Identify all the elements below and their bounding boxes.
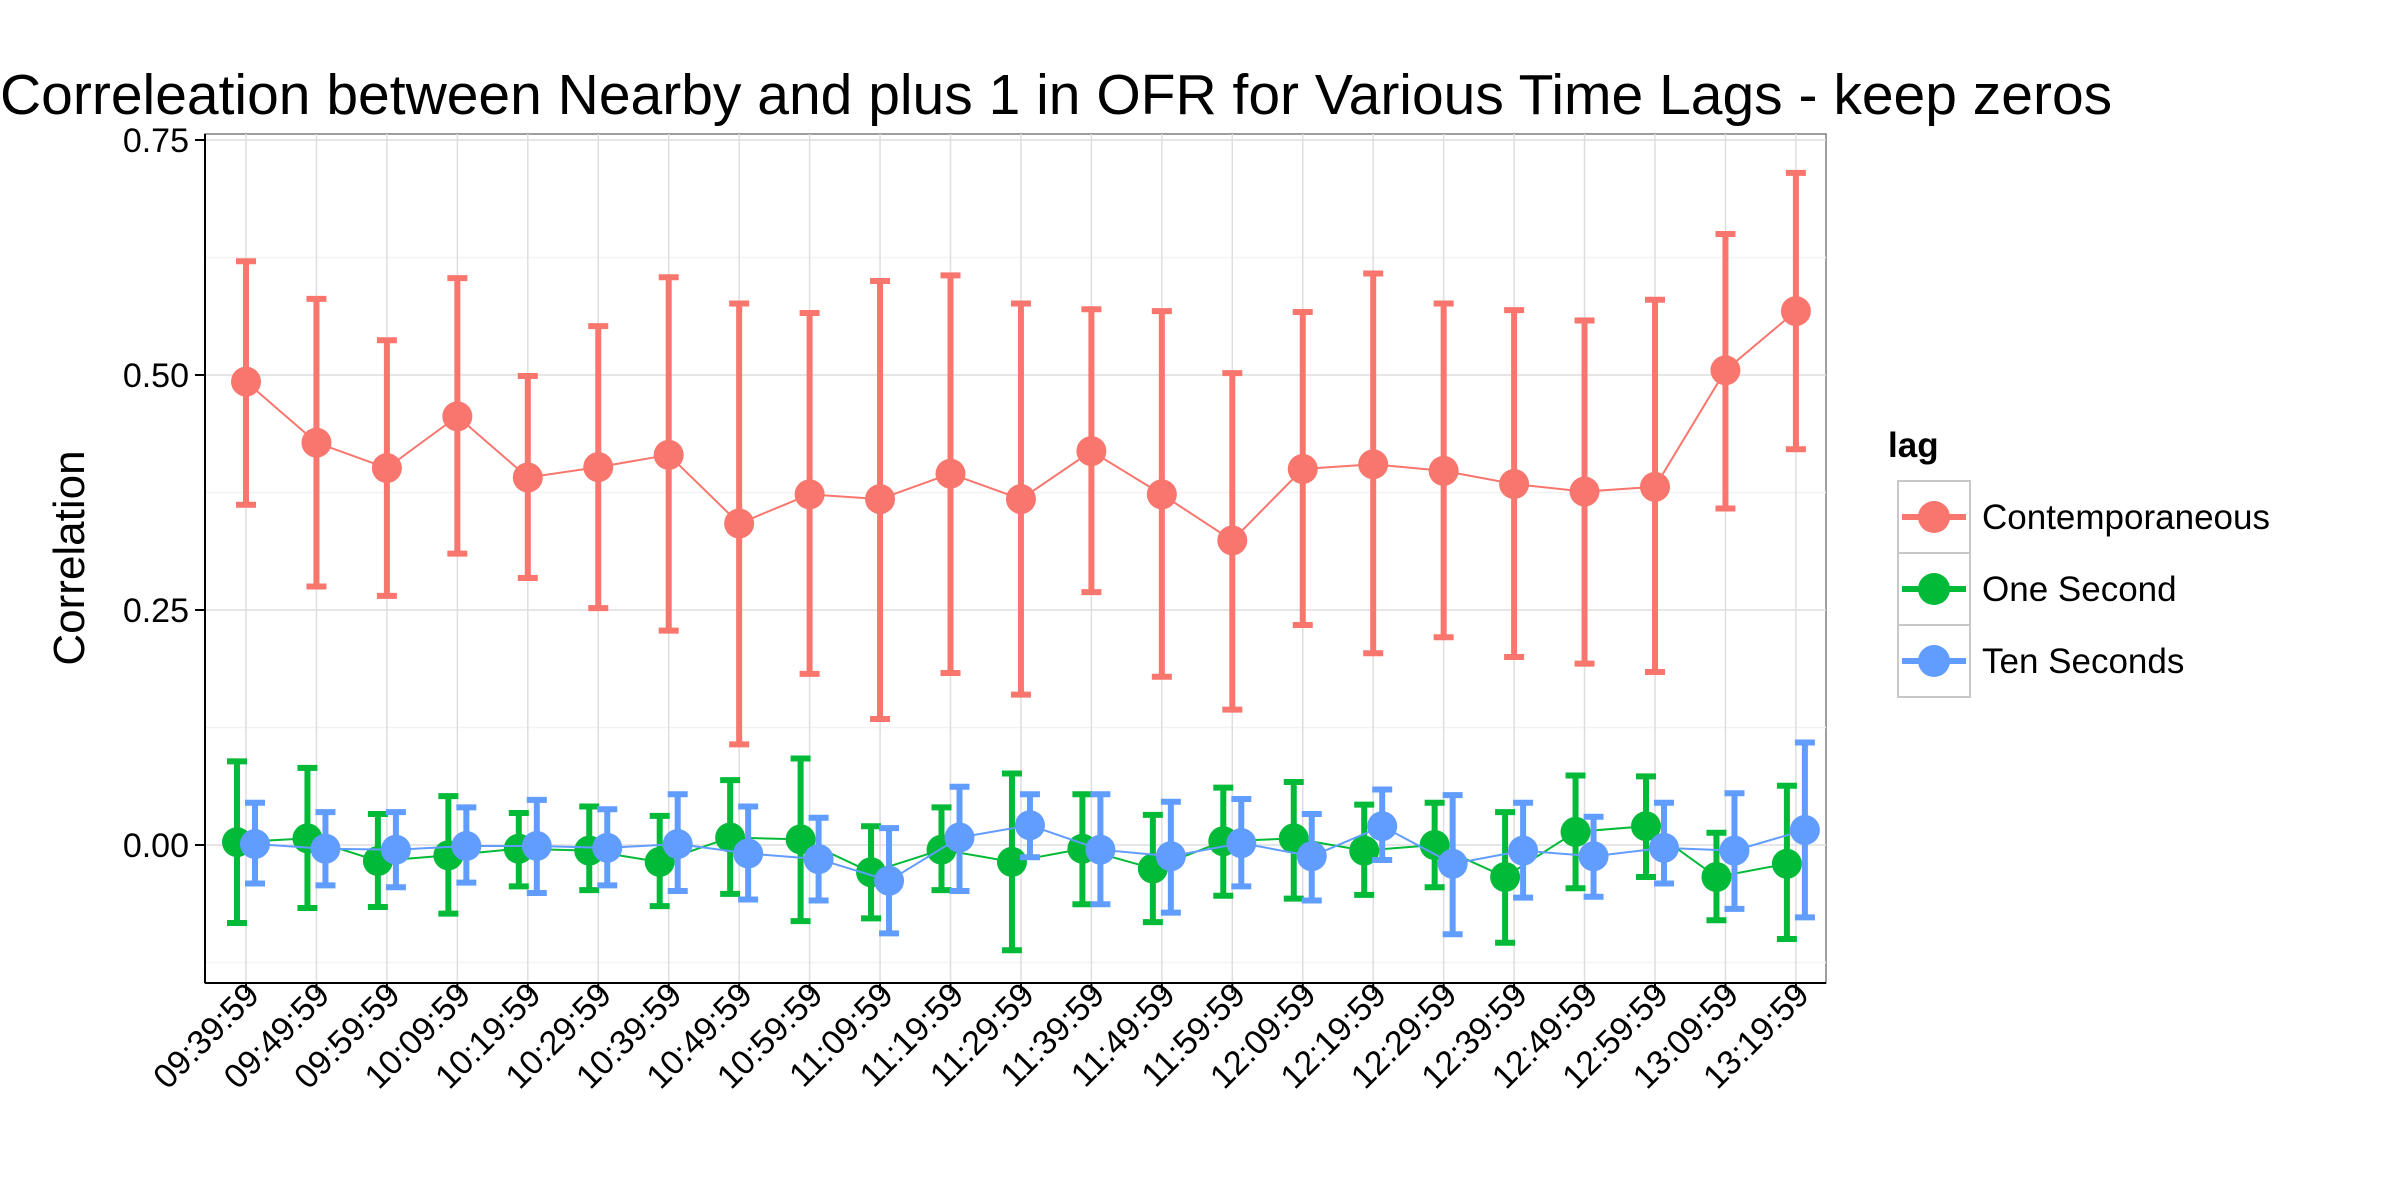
legend-title: lag [1888,426,1939,465]
data-point [1710,355,1741,386]
y-tick-label: 0.50 [123,357,189,395]
data-point [231,366,261,397]
legend-label: Ten Seconds [1982,642,2184,681]
data-point [1155,841,1186,872]
legend-item-ten-seconds: Ten Seconds [1897,624,2184,698]
data-point [1569,476,1600,507]
data-point [1419,830,1450,860]
series-layer [222,169,1820,954]
chart-title: Correleation between Nearby and plus 1 i… [0,63,2112,127]
legend-label: One Second [1982,570,2177,609]
data-point [1508,835,1539,866]
data-point [371,453,402,484]
data-point [1499,469,1530,500]
y-tick-label: 0.75 [123,122,189,160]
data-point [380,834,411,865]
data-point [301,427,332,458]
data-point [1014,810,1045,841]
data-point [240,829,270,860]
data-point [1367,811,1398,842]
data-point [1649,832,1679,863]
data-point [1701,861,1732,892]
data-point [662,829,693,860]
data-point [1437,848,1468,879]
data-point [1640,471,1670,502]
legend-item-contemporaneous: Contemporaneous [1897,480,2270,554]
data-point [1005,484,1036,515]
data-point [803,844,834,875]
data-point [310,833,341,864]
data-point [1578,841,1609,872]
data-point [865,484,896,515]
legend-key-point [1918,645,1950,677]
data-point [935,458,966,489]
data-point [1226,828,1257,859]
data-point [1780,296,1811,327]
data-point [785,824,816,855]
data-point [1287,454,1318,484]
data-point [442,401,473,432]
data-point [1085,834,1116,865]
data-point [1146,479,1177,510]
data-point [1428,455,1459,486]
data-point [794,479,825,510]
legend-label: Contemporaneous [1982,498,2270,537]
data-point [521,830,552,861]
data-point [1560,816,1591,847]
data-point [1358,449,1389,480]
data-point [1217,525,1248,556]
legend-key-point [1918,501,1950,533]
data-point [1719,835,1750,866]
legend-key-point [1918,573,1950,605]
series-one-second [222,755,1802,954]
data-point [996,846,1027,877]
data-point [733,838,764,869]
y-axis-label: Correlation [45,450,94,665]
data-point [1349,835,1380,866]
data-point [874,865,905,896]
series-contemporaneous [231,169,1811,748]
data-point [1490,861,1521,892]
data-point [1789,814,1820,845]
data-point [1771,848,1802,879]
legend: lag Contemporaneous One Second Ten Seconds [1888,426,2270,698]
data-point [1296,841,1327,872]
data-point [583,452,614,483]
data-point [451,830,482,861]
data-point [1076,436,1107,467]
data-point [724,508,755,539]
y-tick-label: 0.00 [123,827,189,865]
data-point [512,462,543,493]
series-ten-seconds [240,739,1820,938]
y-tick-label: 0.25 [123,592,189,630]
data-point [1631,811,1661,842]
data-point [944,822,975,853]
legend-item-one-second: One Second [1897,552,2177,626]
data-point [592,832,623,863]
data-point [653,439,684,470]
